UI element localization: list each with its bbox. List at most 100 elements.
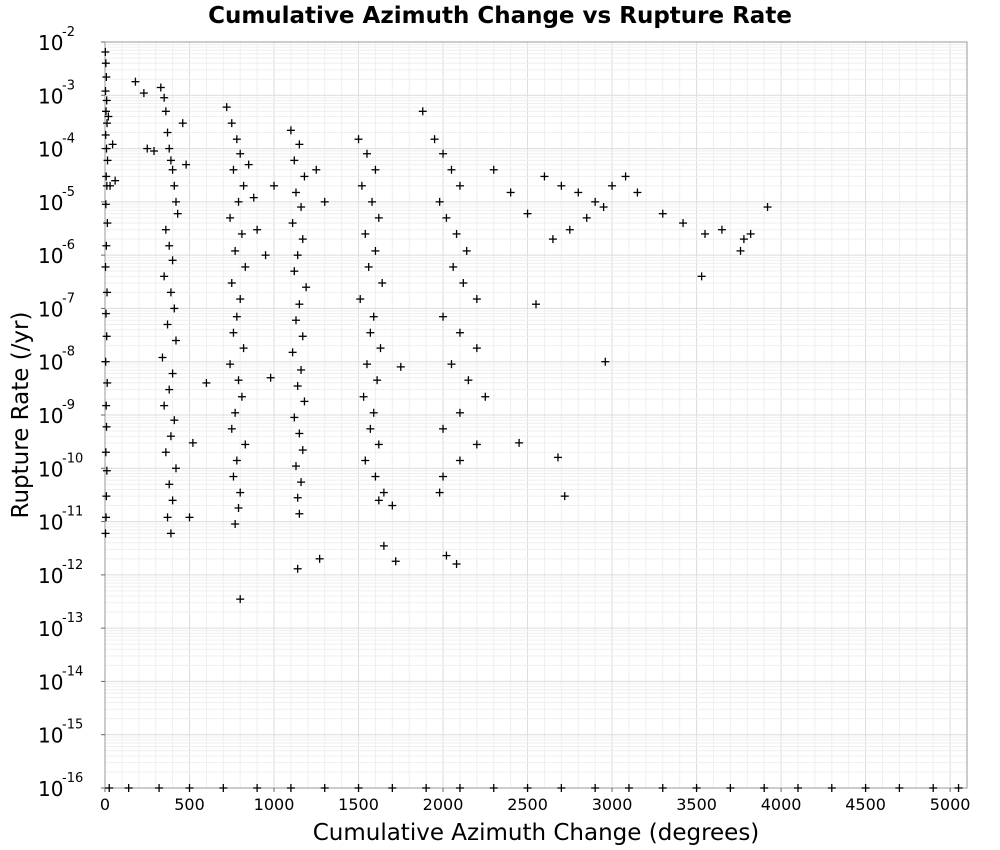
data-point — [396, 362, 405, 371]
data-point — [439, 472, 448, 481]
y-tick-label-exponent: -13 — [62, 611, 83, 626]
y-tick-label-base: 10 — [38, 31, 63, 55]
y-tick-label-exponent: -2 — [62, 25, 75, 40]
data-point — [165, 480, 174, 489]
y-tick-label-base: 10 — [38, 84, 63, 108]
data-point — [560, 492, 569, 501]
data-point — [253, 784, 262, 792]
data-point — [101, 200, 110, 209]
data-point — [253, 225, 262, 234]
data-point — [354, 135, 363, 144]
data-point — [229, 472, 238, 481]
data-point — [472, 344, 481, 353]
data-point — [101, 59, 110, 68]
data-point — [374, 440, 383, 449]
data-point — [439, 149, 448, 158]
data-point — [624, 784, 633, 792]
y-tick-label-exponent: -7 — [62, 291, 75, 306]
data-point — [447, 360, 456, 369]
data-point — [102, 513, 111, 522]
data-point — [359, 392, 368, 401]
x-tick-label: 1500 — [338, 795, 379, 814]
data-point — [236, 149, 245, 158]
x-tick-label: 500 — [174, 795, 205, 814]
data-point — [591, 197, 600, 206]
data-point — [234, 197, 243, 206]
data-point — [171, 197, 180, 206]
data-point — [489, 784, 498, 792]
data-point — [101, 130, 110, 139]
data-point — [234, 376, 243, 385]
y-tick-label-exponent: -10 — [62, 451, 83, 466]
chart-title: Cumulative Azimuth Change vs Rupture Rat… — [208, 3, 792, 29]
data-point — [173, 209, 182, 218]
data-point — [361, 456, 370, 465]
data-point — [361, 229, 370, 238]
data-point — [565, 225, 574, 234]
data-point — [160, 401, 169, 410]
x-tick-label: 4500 — [845, 795, 886, 814]
y-tick-label-base: 10 — [38, 724, 63, 748]
data-point — [103, 219, 112, 228]
y-tick-label-exponent: -16 — [62, 771, 83, 786]
data-point — [168, 165, 177, 174]
y-tick-label-exponent: -9 — [62, 398, 75, 413]
data-point — [102, 241, 111, 250]
data-point — [170, 181, 179, 190]
y-tick-label-base: 10 — [38, 511, 63, 535]
data-point — [291, 316, 300, 325]
data-point — [161, 448, 170, 457]
y-tick-label-base: 10 — [38, 670, 63, 694]
data-point — [472, 295, 481, 304]
y-tick-label-exponent: -11 — [62, 505, 83, 520]
data-point — [455, 181, 464, 190]
data-point — [102, 401, 111, 410]
data-point — [232, 135, 241, 144]
data-point — [298, 235, 307, 244]
x-tick-label: 0 — [100, 795, 110, 814]
y-axis: 10-1610-1510-1410-1310-1210-1110-1010-91… — [38, 25, 105, 801]
data-point — [231, 520, 240, 529]
data-point — [746, 229, 755, 238]
data-point — [102, 73, 111, 82]
data-point — [298, 446, 307, 455]
data-point — [506, 188, 515, 197]
data-point — [736, 246, 745, 255]
data-point — [293, 564, 302, 573]
y-tick-label-base: 10 — [38, 777, 63, 801]
x-tick-label: 4000 — [761, 795, 802, 814]
data-point — [244, 160, 253, 169]
y-tick-label-exponent: -8 — [62, 345, 75, 360]
data-point — [178, 119, 187, 128]
y-tick-label-exponent: -5 — [62, 185, 75, 200]
data-point — [165, 385, 174, 394]
data-point — [379, 488, 388, 497]
data-point — [726, 784, 735, 792]
data-point — [163, 513, 172, 522]
data-point — [472, 440, 481, 449]
data-point — [156, 83, 165, 92]
data-point — [290, 156, 299, 165]
data-point — [599, 203, 608, 212]
data-point — [106, 181, 115, 190]
data-point — [379, 541, 388, 550]
data-point — [515, 438, 524, 447]
y-tick-label-base: 10 — [38, 617, 63, 641]
data-point — [160, 272, 169, 281]
data-point — [430, 135, 439, 144]
data-point — [356, 295, 365, 304]
data-point — [101, 529, 110, 538]
data-point — [102, 422, 111, 431]
data-point — [378, 279, 387, 288]
data-point — [371, 246, 380, 255]
data-point — [232, 456, 241, 465]
data-point — [170, 304, 179, 313]
data-point — [102, 96, 111, 105]
data-point — [227, 279, 236, 288]
data-point — [371, 472, 380, 481]
data-point — [229, 328, 238, 337]
y-tick-label-base: 10 — [38, 564, 63, 588]
data-point — [293, 493, 302, 502]
data-point — [300, 397, 309, 406]
data-point — [293, 251, 302, 260]
